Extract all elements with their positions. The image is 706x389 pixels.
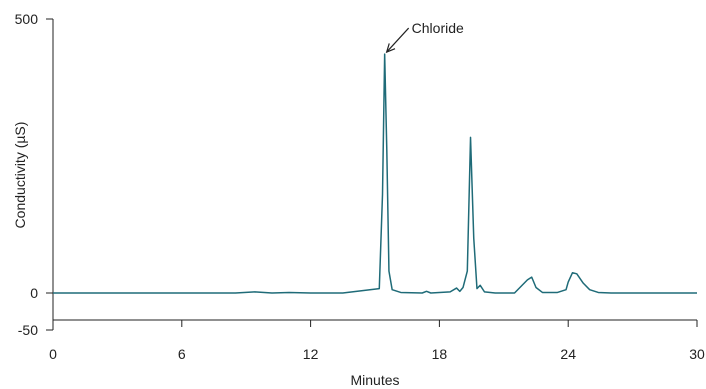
y-tick-label: 0 xyxy=(30,285,38,301)
x-tick-label: 12 xyxy=(303,346,319,362)
y-tick-label: 500 xyxy=(15,11,39,27)
y-axis: -50 0 500 Conductivity (µS) xyxy=(12,11,54,338)
annotation-arrow-line xyxy=(386,27,410,53)
x-tick-label: 24 xyxy=(560,346,576,362)
x-axis-ticks: 0 6 12 18 24 30 xyxy=(49,320,705,362)
y-axis-title: Conductivity (µS) xyxy=(12,122,28,229)
annotation-arrow-head xyxy=(385,43,396,54)
x-axis-title: Minutes xyxy=(350,372,399,388)
y-tick-label: -50 xyxy=(18,322,38,338)
x-tick-label: 0 xyxy=(49,346,57,362)
x-tick-label: 6 xyxy=(178,346,186,362)
series-line xyxy=(53,53,697,294)
y-axis-ticks: -50 0 500 xyxy=(15,11,53,338)
annotation-text: Chloride xyxy=(412,20,464,36)
x-tick-label: 30 xyxy=(689,346,705,362)
chloride-annotation: Chloride xyxy=(385,20,464,54)
x-axis: 0 6 12 18 24 30 Minutes xyxy=(49,319,705,388)
x-tick-label: 18 xyxy=(432,346,448,362)
